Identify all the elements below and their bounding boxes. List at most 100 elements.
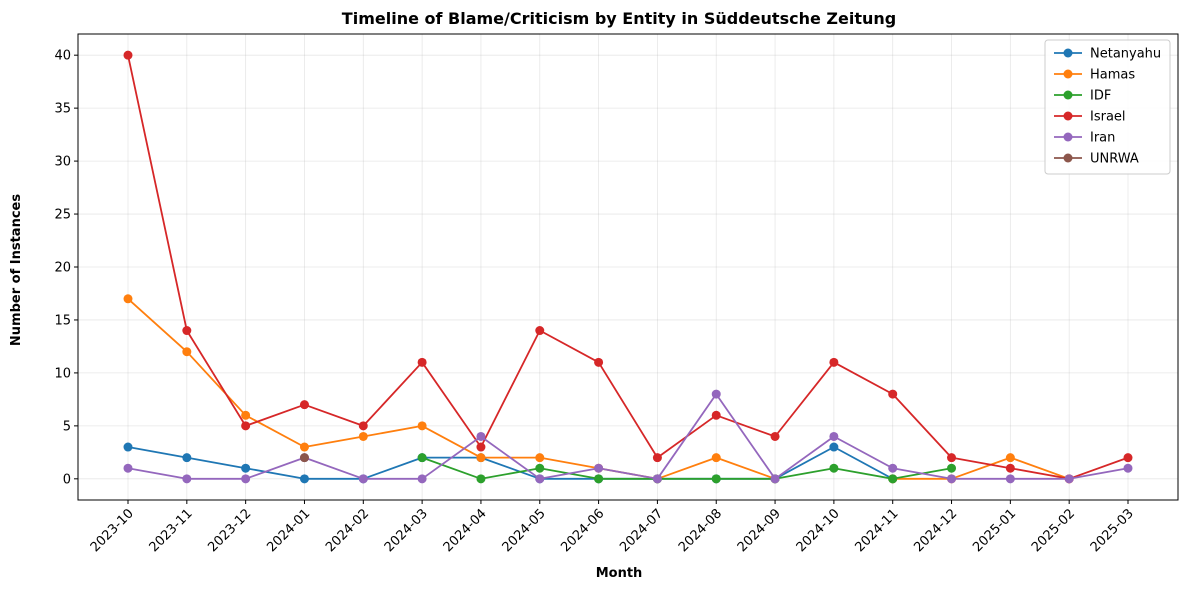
legend-label: Hamas bbox=[1090, 68, 1135, 83]
data-point bbox=[476, 453, 486, 463]
x-axis-title: Month bbox=[596, 566, 643, 581]
series-line bbox=[421, 456, 952, 480]
data-point bbox=[299, 400, 309, 410]
legend-item-netanyahu: Netanyahu bbox=[1054, 47, 1161, 62]
data-point bbox=[888, 463, 898, 473]
legend-marker bbox=[1063, 132, 1073, 142]
data-point bbox=[1005, 453, 1015, 463]
data-point bbox=[711, 474, 721, 484]
data-point bbox=[947, 453, 957, 463]
data-point bbox=[770, 431, 780, 441]
x-tick-label: 2024-08 bbox=[676, 506, 725, 555]
series-layer bbox=[123, 50, 1133, 484]
data-point bbox=[476, 442, 486, 452]
data-point bbox=[182, 474, 192, 484]
data-point bbox=[299, 453, 309, 463]
data-point bbox=[417, 357, 427, 367]
data-point bbox=[123, 294, 133, 304]
data-point bbox=[947, 474, 957, 484]
data-point bbox=[594, 474, 604, 484]
y-tick-label: 25 bbox=[54, 208, 71, 223]
x-tick-label: 2024-09 bbox=[735, 506, 784, 555]
legend-item-hamas: Hamas bbox=[1054, 68, 1135, 83]
data-point bbox=[417, 421, 427, 431]
data-point bbox=[829, 431, 839, 441]
data-point bbox=[182, 326, 192, 336]
data-point bbox=[652, 453, 662, 463]
data-point bbox=[241, 463, 251, 473]
data-point bbox=[123, 463, 133, 473]
y-tick-label: 20 bbox=[54, 261, 71, 276]
data-point bbox=[1123, 453, 1133, 463]
legend-marker bbox=[1063, 90, 1073, 100]
legend-item-iran: Iran bbox=[1054, 131, 1115, 146]
y-tick-label: 5 bbox=[63, 419, 71, 434]
data-point bbox=[829, 357, 839, 367]
data-point bbox=[535, 474, 545, 484]
data-point bbox=[417, 453, 427, 463]
data-point bbox=[770, 474, 780, 484]
data-point bbox=[1123, 463, 1133, 473]
legend: Netanyahu Hamas IDF Israel Iran UNRWA bbox=[1044, 39, 1171, 175]
x-tick-label: 2023-10 bbox=[88, 506, 137, 555]
data-point bbox=[417, 474, 427, 484]
data-point bbox=[829, 463, 839, 473]
data-point bbox=[535, 326, 545, 336]
x-tick-label: 2024-07 bbox=[617, 506, 666, 555]
series-line bbox=[127, 393, 1129, 480]
data-point bbox=[594, 357, 604, 367]
x-tick-label: 2024-02 bbox=[323, 506, 372, 555]
data-point bbox=[888, 389, 898, 399]
data-point bbox=[535, 453, 545, 463]
data-point bbox=[535, 463, 545, 473]
y-tick-label: 15 bbox=[54, 313, 71, 328]
series-line bbox=[892, 456, 1070, 480]
x-tick-label: 2024-03 bbox=[382, 506, 431, 555]
legend-marker bbox=[1063, 48, 1073, 58]
data-point bbox=[1005, 474, 1015, 484]
legend-label: IDF bbox=[1090, 89, 1111, 104]
data-point bbox=[711, 410, 721, 420]
data-point bbox=[299, 474, 309, 484]
data-point bbox=[829, 442, 839, 452]
legend-item-unrwa: UNRWA bbox=[1054, 152, 1139, 167]
y-tick-label: 10 bbox=[54, 366, 71, 381]
legend-item-israel: Israel bbox=[1054, 110, 1126, 125]
y-tick-label: 30 bbox=[54, 155, 71, 170]
y-tick-label: 35 bbox=[54, 102, 71, 117]
data-point bbox=[1005, 463, 1015, 473]
data-point bbox=[241, 474, 251, 484]
data-point bbox=[476, 474, 486, 484]
series-line bbox=[127, 298, 776, 480]
grid-layer bbox=[78, 34, 1178, 500]
series-line bbox=[127, 55, 1129, 480]
y-axis-title: Number of Instances bbox=[9, 194, 24, 346]
legend-marker bbox=[1063, 153, 1073, 163]
data-point bbox=[1064, 474, 1074, 484]
x-tick-label: 2024-01 bbox=[264, 506, 313, 555]
x-tick-label: 2025-02 bbox=[1029, 506, 1078, 555]
y-tick-label: 0 bbox=[63, 472, 71, 487]
legend-marker bbox=[1063, 111, 1073, 121]
legend-label: Israel bbox=[1090, 110, 1126, 125]
x-tick-label: 2024-05 bbox=[500, 506, 549, 555]
legend-label: Netanyahu bbox=[1090, 47, 1161, 62]
data-point bbox=[476, 431, 486, 441]
data-point bbox=[358, 421, 368, 431]
legend-item-idf: IDF bbox=[1054, 89, 1111, 104]
data-point bbox=[358, 474, 368, 484]
data-point bbox=[652, 474, 662, 484]
data-point bbox=[711, 389, 721, 399]
data-point bbox=[182, 347, 192, 357]
x-tick-label: 2024-06 bbox=[558, 506, 607, 555]
x-tick-label: 2023-12 bbox=[205, 506, 254, 555]
data-point bbox=[594, 463, 604, 473]
data-point bbox=[358, 431, 368, 441]
legend-label: Iran bbox=[1090, 131, 1115, 146]
x-tick-label: 2025-01 bbox=[970, 506, 1019, 555]
data-point bbox=[182, 453, 192, 463]
chart-title: Timeline of Blame/Criticism by Entity in… bbox=[342, 9, 896, 28]
x-tick-label: 2025-03 bbox=[1088, 506, 1137, 555]
